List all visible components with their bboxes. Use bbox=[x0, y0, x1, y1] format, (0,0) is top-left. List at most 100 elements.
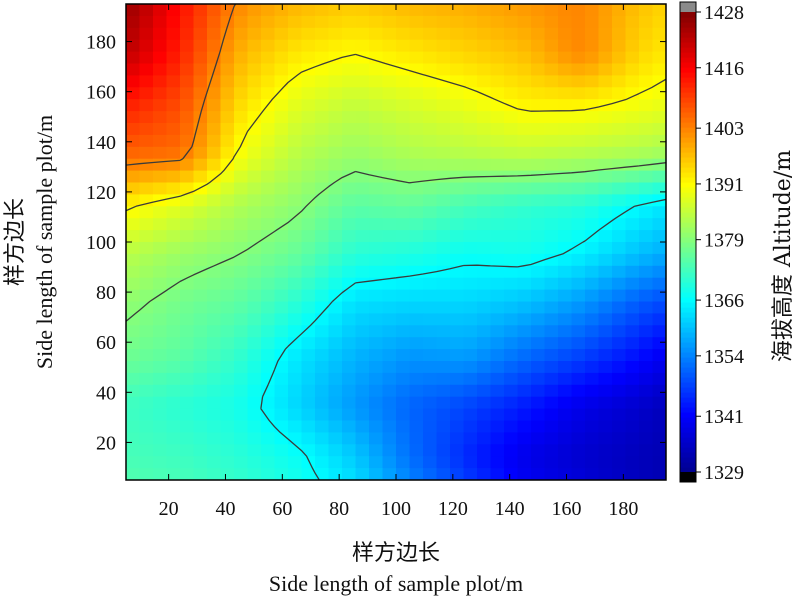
heatmap-cell bbox=[328, 63, 343, 76]
heatmap-cell bbox=[477, 444, 492, 457]
heatmap-cell bbox=[531, 134, 546, 148]
heatmap-cell bbox=[328, 289, 343, 303]
heatmap-cell bbox=[423, 146, 438, 160]
heatmap-cell bbox=[328, 146, 343, 160]
heatmap-cell bbox=[369, 468, 384, 480]
heatmap-cell bbox=[220, 75, 235, 88]
heatmap-cell bbox=[234, 468, 249, 480]
heatmap-cell bbox=[517, 253, 532, 267]
heatmap-cell bbox=[504, 134, 519, 148]
heatmap-cell bbox=[585, 27, 600, 41]
heatmap-cell bbox=[193, 218, 208, 231]
heatmap-cell bbox=[517, 313, 532, 326]
colorbar-segment bbox=[680, 362, 696, 368]
heatmap-cell bbox=[585, 15, 600, 29]
heatmap-cell bbox=[193, 420, 208, 433]
heatmap-cell bbox=[301, 337, 316, 350]
heatmap-cell bbox=[585, 277, 600, 291]
heatmap-cell bbox=[652, 27, 666, 41]
heatmap-cell bbox=[639, 301, 654, 314]
heatmap-cell bbox=[409, 242, 424, 255]
colorbar-segment bbox=[680, 412, 696, 418]
heatmap-cell bbox=[450, 265, 465, 279]
heatmap-cell bbox=[450, 111, 465, 124]
heatmap-cell bbox=[612, 51, 627, 65]
heatmap-cell bbox=[571, 39, 586, 53]
heatmap-cell bbox=[139, 420, 154, 433]
heatmap-cell bbox=[436, 301, 451, 314]
heatmap-cell bbox=[625, 432, 640, 445]
heatmap-cell bbox=[490, 158, 505, 172]
heatmap-cell bbox=[261, 456, 276, 469]
heatmap-cell bbox=[504, 420, 519, 433]
heatmap-cell bbox=[153, 277, 168, 291]
heatmap-cell bbox=[220, 123, 235, 136]
colorbar-segment bbox=[680, 327, 696, 333]
heatmap-cell bbox=[571, 87, 586, 100]
heatmap-cell bbox=[288, 99, 303, 112]
heatmap-cell bbox=[558, 15, 573, 29]
heatmap-cell bbox=[274, 242, 289, 255]
heatmap-cell bbox=[517, 242, 532, 255]
heatmap-cell bbox=[544, 218, 559, 231]
heatmap-cell bbox=[598, 325, 613, 338]
heatmap-cell bbox=[436, 325, 451, 338]
heatmap-cell bbox=[436, 337, 451, 350]
heatmap-cell bbox=[652, 206, 666, 219]
heatmap-cell bbox=[301, 313, 316, 326]
heatmap-cell bbox=[639, 51, 654, 65]
heatmap-cell bbox=[126, 4, 141, 17]
heatmap-cell bbox=[396, 15, 411, 29]
heatmap-cell bbox=[207, 170, 222, 184]
heatmap-cell bbox=[274, 325, 289, 338]
heatmap-cell bbox=[571, 349, 586, 362]
heatmap-cell bbox=[180, 242, 195, 255]
heatmap-cell bbox=[166, 384, 181, 398]
heatmap-cell bbox=[180, 111, 195, 124]
heatmap-cell bbox=[544, 408, 559, 422]
heatmap-cell bbox=[396, 301, 411, 314]
heatmap-cell bbox=[274, 15, 289, 29]
heatmap-cell bbox=[558, 372, 573, 386]
heatmap-cell bbox=[369, 4, 384, 17]
heatmap-cell bbox=[180, 408, 195, 422]
heatmap-cell bbox=[261, 444, 276, 457]
heatmap-cell bbox=[342, 242, 357, 255]
heatmap-cell bbox=[247, 111, 262, 124]
heatmap-cell bbox=[585, 253, 600, 267]
heatmap-cell bbox=[612, 194, 627, 207]
heatmap-cell bbox=[261, 87, 276, 100]
heatmap-cell bbox=[463, 111, 478, 124]
heatmap-cell bbox=[234, 75, 249, 88]
heatmap-cell bbox=[166, 75, 181, 88]
heatmap-cell bbox=[504, 432, 519, 445]
heatmap-cell bbox=[504, 289, 519, 303]
heatmap-cell bbox=[504, 123, 519, 136]
heatmap-cell bbox=[504, 182, 519, 195]
heatmap-cell bbox=[342, 444, 357, 457]
heatmap-cell bbox=[153, 218, 168, 231]
heatmap-cell bbox=[207, 182, 222, 195]
heatmap-cell bbox=[126, 39, 141, 53]
heatmap-cell bbox=[193, 206, 208, 219]
colorbar-segment bbox=[680, 127, 696, 133]
heatmap-cell bbox=[153, 396, 168, 410]
heatmap-cell bbox=[180, 265, 195, 279]
heatmap-cell bbox=[598, 39, 613, 53]
heatmap-cell bbox=[423, 134, 438, 148]
heatmap-cell bbox=[423, 456, 438, 469]
heatmap-cell bbox=[234, 182, 249, 195]
heatmap-cell bbox=[315, 337, 330, 350]
heatmap-cell bbox=[504, 265, 519, 279]
heatmap-cell bbox=[531, 15, 546, 29]
heatmap-cell bbox=[598, 468, 613, 480]
heatmap-cell bbox=[126, 194, 141, 207]
heatmap-cell bbox=[261, 420, 276, 433]
heatmap-cell bbox=[153, 325, 168, 338]
heatmap-cell bbox=[274, 337, 289, 350]
heatmap-cell bbox=[315, 313, 330, 326]
heatmap-cell bbox=[571, 313, 586, 326]
heatmap-cell bbox=[355, 468, 370, 480]
heatmap-cell bbox=[288, 123, 303, 136]
heatmap-cell bbox=[585, 325, 600, 338]
